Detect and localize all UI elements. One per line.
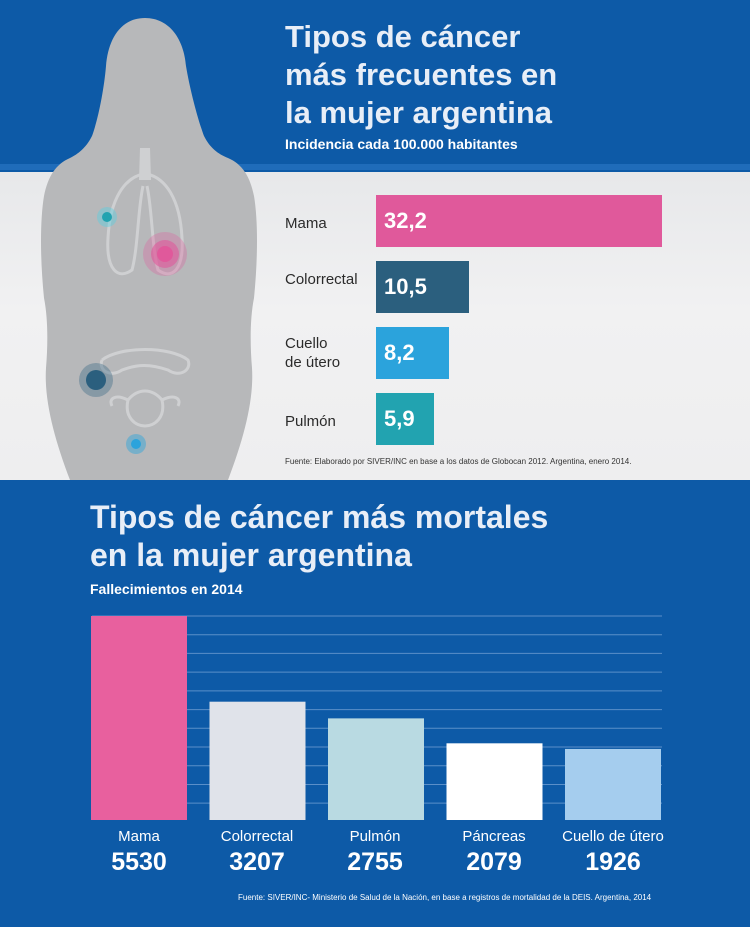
incidence-label-line: Colorrectal xyxy=(285,271,358,288)
incidence-subtitle: Incidencia cada 100.000 habitantes xyxy=(285,136,518,152)
mortality-bar xyxy=(328,718,424,820)
incidence-label-line: Cuello xyxy=(285,335,328,352)
incidence-title-line: Tipos de cáncer xyxy=(285,19,521,54)
mortality-value-label: 1926 xyxy=(585,848,641,876)
incidence-label-line: Mama xyxy=(285,215,327,232)
mortality-subtitle: Fallecimientos en 2014 xyxy=(90,581,243,597)
mortality-title-line: en la mujer argentina xyxy=(90,537,412,573)
incidence-bar-pulmon: 5,9 xyxy=(376,393,434,445)
mortality-value-label: 2079 xyxy=(466,848,522,876)
mortality-bar xyxy=(209,701,306,820)
incidence-bar-mama: 32,2 xyxy=(376,195,662,247)
mortality-source: Fuente: SIVER/INC- Ministerio de Salud d… xyxy=(238,893,652,902)
incidence-title: Tipos de cáncer más frecuentes en la muj… xyxy=(285,18,705,132)
mortality-category-label: Cuello de útero xyxy=(562,828,664,845)
mortality-value-label: 5530 xyxy=(111,848,167,876)
incidence-label-pulmon: Pulmón xyxy=(285,412,336,431)
mortality-bar xyxy=(565,748,661,820)
mortality-category-label: Páncreas xyxy=(462,828,526,845)
woman-silhouette xyxy=(41,18,257,480)
header-stripe xyxy=(0,164,750,170)
incidence-bar-value: 32,2 xyxy=(384,208,427,233)
mortality-value-label: 3207 xyxy=(229,848,285,876)
incidence-title-line: más frecuentes en xyxy=(285,57,558,92)
incidence-bar-value: 8,2 xyxy=(384,340,415,365)
incidence-bar-value: 5,9 xyxy=(384,406,415,431)
mortality-category-label: Mama xyxy=(118,828,160,845)
incidence-bar-value: 10,5 xyxy=(384,274,427,299)
incidence-title-line: la mujer argentina xyxy=(285,95,553,130)
mortality-value-label: 2755 xyxy=(347,848,403,876)
incidence-label-mama: Mama xyxy=(285,214,327,233)
incidence-bar-cuello: 8,2 xyxy=(376,327,449,379)
incidence-label-colorrectal: Colorrectal xyxy=(285,270,358,289)
mortality-category-label: Pulmón xyxy=(349,828,401,845)
mortality-bar xyxy=(446,743,543,820)
incidence-label-line: Pulmón xyxy=(285,413,336,430)
incidence-label-line: de útero xyxy=(285,354,341,371)
mortality-title-line: Tipos de cáncer más mortales xyxy=(90,499,549,535)
mortality-title: Tipos de cáncer más mortales en la mujer… xyxy=(90,498,548,574)
incidence-source: Fuente: Elaborado por SIVER/INC en base … xyxy=(285,457,632,466)
mortality-chart xyxy=(91,615,662,820)
incidence-label-cuello: Cuello de útero xyxy=(285,334,340,372)
mortality-category-label: Colorrectal xyxy=(220,828,294,845)
incidence-bar-colorrectal: 10,5 xyxy=(376,261,469,313)
mortality-bar xyxy=(91,616,187,820)
